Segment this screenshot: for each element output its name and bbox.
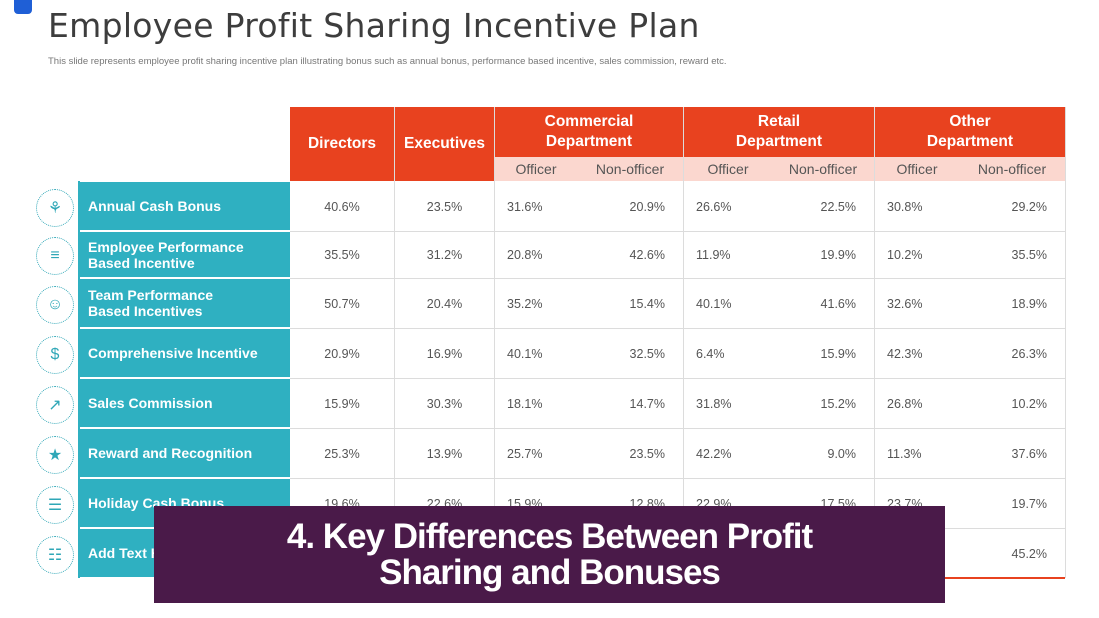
subheader-commercial-non-officer: Non-officer <box>577 157 683 181</box>
column-divider <box>494 107 495 578</box>
subheader-other-officer: Officer <box>875 157 959 181</box>
header-retail: Retail Department <box>684 107 874 157</box>
column-divider <box>874 107 875 578</box>
header-other: Other Department <box>875 107 1065 157</box>
table-cell: 19.7% <box>1011 496 1047 511</box>
table-cell: 42.3% <box>887 346 923 361</box>
table-cell: 31.2% <box>426 248 463 262</box>
table-cell: 31.8% <box>696 396 732 411</box>
banner-text: 4. Key Differences Between Profit Sharin… <box>286 516 813 592</box>
table-cell: 40.1% <box>507 346 543 361</box>
table-cell: 15.4% <box>629 296 665 311</box>
label-column-edge <box>78 181 80 578</box>
row-divider <box>290 378 1065 379</box>
row-divider <box>290 278 1065 279</box>
corner-tab <box>14 0 32 14</box>
table-cell: 35.5% <box>1011 248 1047 262</box>
table-cell: 16.9% <box>426 346 463 361</box>
subheader-retail-officer: Officer <box>684 157 772 181</box>
row-label: Reward and Recognition <box>80 429 290 478</box>
header-directors: Directors <box>290 107 394 181</box>
row-label: Annual Cash Bonus <box>80 182 290 231</box>
row-divider <box>290 428 1065 429</box>
table-cell: 11.9% <box>696 248 731 262</box>
table-cell: 19.9% <box>820 248 856 262</box>
banner: 4. Key Differences Between Profit Sharin… <box>154 506 945 603</box>
table-cell: 6.4% <box>696 346 725 361</box>
table-cell: 30.3% <box>426 396 463 411</box>
table-cell: 26.6% <box>696 199 732 214</box>
table-cell: 20.9% <box>324 346 360 361</box>
hand-money-icon: ⚘ <box>36 188 74 227</box>
subheader-other-non-officer: Non-officer <box>959 157 1065 181</box>
table-cell: 40.1% <box>696 296 732 311</box>
table-cell: 25.3% <box>324 446 360 461</box>
table-cell: 11.3% <box>887 446 922 461</box>
table-cell: 35.2% <box>507 296 543 311</box>
header-executives: Executives <box>395 107 494 181</box>
table-cell: 45.2% <box>1011 546 1047 561</box>
table-cell: 14.7% <box>629 396 665 411</box>
table-cell: 10.2% <box>887 248 923 262</box>
table-cell: 35.5% <box>324 248 360 262</box>
dollar-person-icon: $ <box>36 335 74 374</box>
table-cell: 15.9% <box>324 396 360 411</box>
table-cell: 32.6% <box>887 296 923 311</box>
row-label: Team Performance Based Incentives <box>80 279 290 328</box>
team-icon: ☺ <box>36 285 74 324</box>
table-cell: 22.5% <box>820 199 856 214</box>
column-divider <box>394 107 395 578</box>
table-cell: 18.9% <box>1011 296 1047 311</box>
table-cell: 32.5% <box>629 346 665 361</box>
table-cell: 20.8% <box>507 248 543 262</box>
table-cell: 23.5% <box>629 446 665 461</box>
table-cell: 26.8% <box>887 396 923 411</box>
performance-chart-icon: ≡ <box>36 237 74 275</box>
row-label: Comprehensive Incentive <box>80 329 290 378</box>
column-divider <box>683 107 684 578</box>
table-cell: 31.6% <box>507 199 543 214</box>
table-cell: 20.4% <box>426 296 463 311</box>
table-cell: 15.2% <box>820 396 856 411</box>
table-cell: 13.9% <box>426 446 463 461</box>
header-commercial: Commercial Department <box>495 107 683 157</box>
column-divider <box>1065 107 1066 578</box>
table-cell: 40.6% <box>324 199 360 214</box>
reward-icon: ★ <box>36 435 74 474</box>
table-cell: 18.1% <box>507 396 543 411</box>
table-cell: 20.9% <box>629 199 665 214</box>
table-cell: 42.6% <box>629 248 665 262</box>
subheader-retail-non-officer: Non-officer <box>772 157 874 181</box>
row-divider <box>290 328 1065 329</box>
document-dollar-icon: ☷ <box>36 535 74 574</box>
table-cell: 41.6% <box>820 296 856 311</box>
row-label: Employee Performance Based Incentive <box>80 232 290 278</box>
table-cell: 30.8% <box>887 199 923 214</box>
page-title: Employee Profit Sharing Incentive Plan <box>48 6 700 45</box>
table-cell: 26.3% <box>1011 346 1047 361</box>
sales-growth-icon: ↗ <box>36 385 74 424</box>
cash-hand-icon: ☰ <box>36 485 74 524</box>
row-label: Sales Commission <box>80 379 290 428</box>
table-cell: 23.5% <box>426 199 463 214</box>
table-cell: 37.6% <box>1011 446 1047 461</box>
table-cell: 42.2% <box>696 446 732 461</box>
row-divider <box>290 478 1065 479</box>
table-cell: 15.9% <box>820 346 856 361</box>
table-cell: 10.2% <box>1011 396 1047 411</box>
page-subtitle: This slide represents employee profit sh… <box>48 56 727 67</box>
table-cell: 29.2% <box>1011 199 1047 214</box>
row-divider <box>290 231 1065 232</box>
table-cell: 25.7% <box>507 446 543 461</box>
subheader-commercial-officer: Officer <box>495 157 577 181</box>
table-cell: 9.0% <box>827 446 857 461</box>
table-cell: 50.7% <box>324 296 360 311</box>
